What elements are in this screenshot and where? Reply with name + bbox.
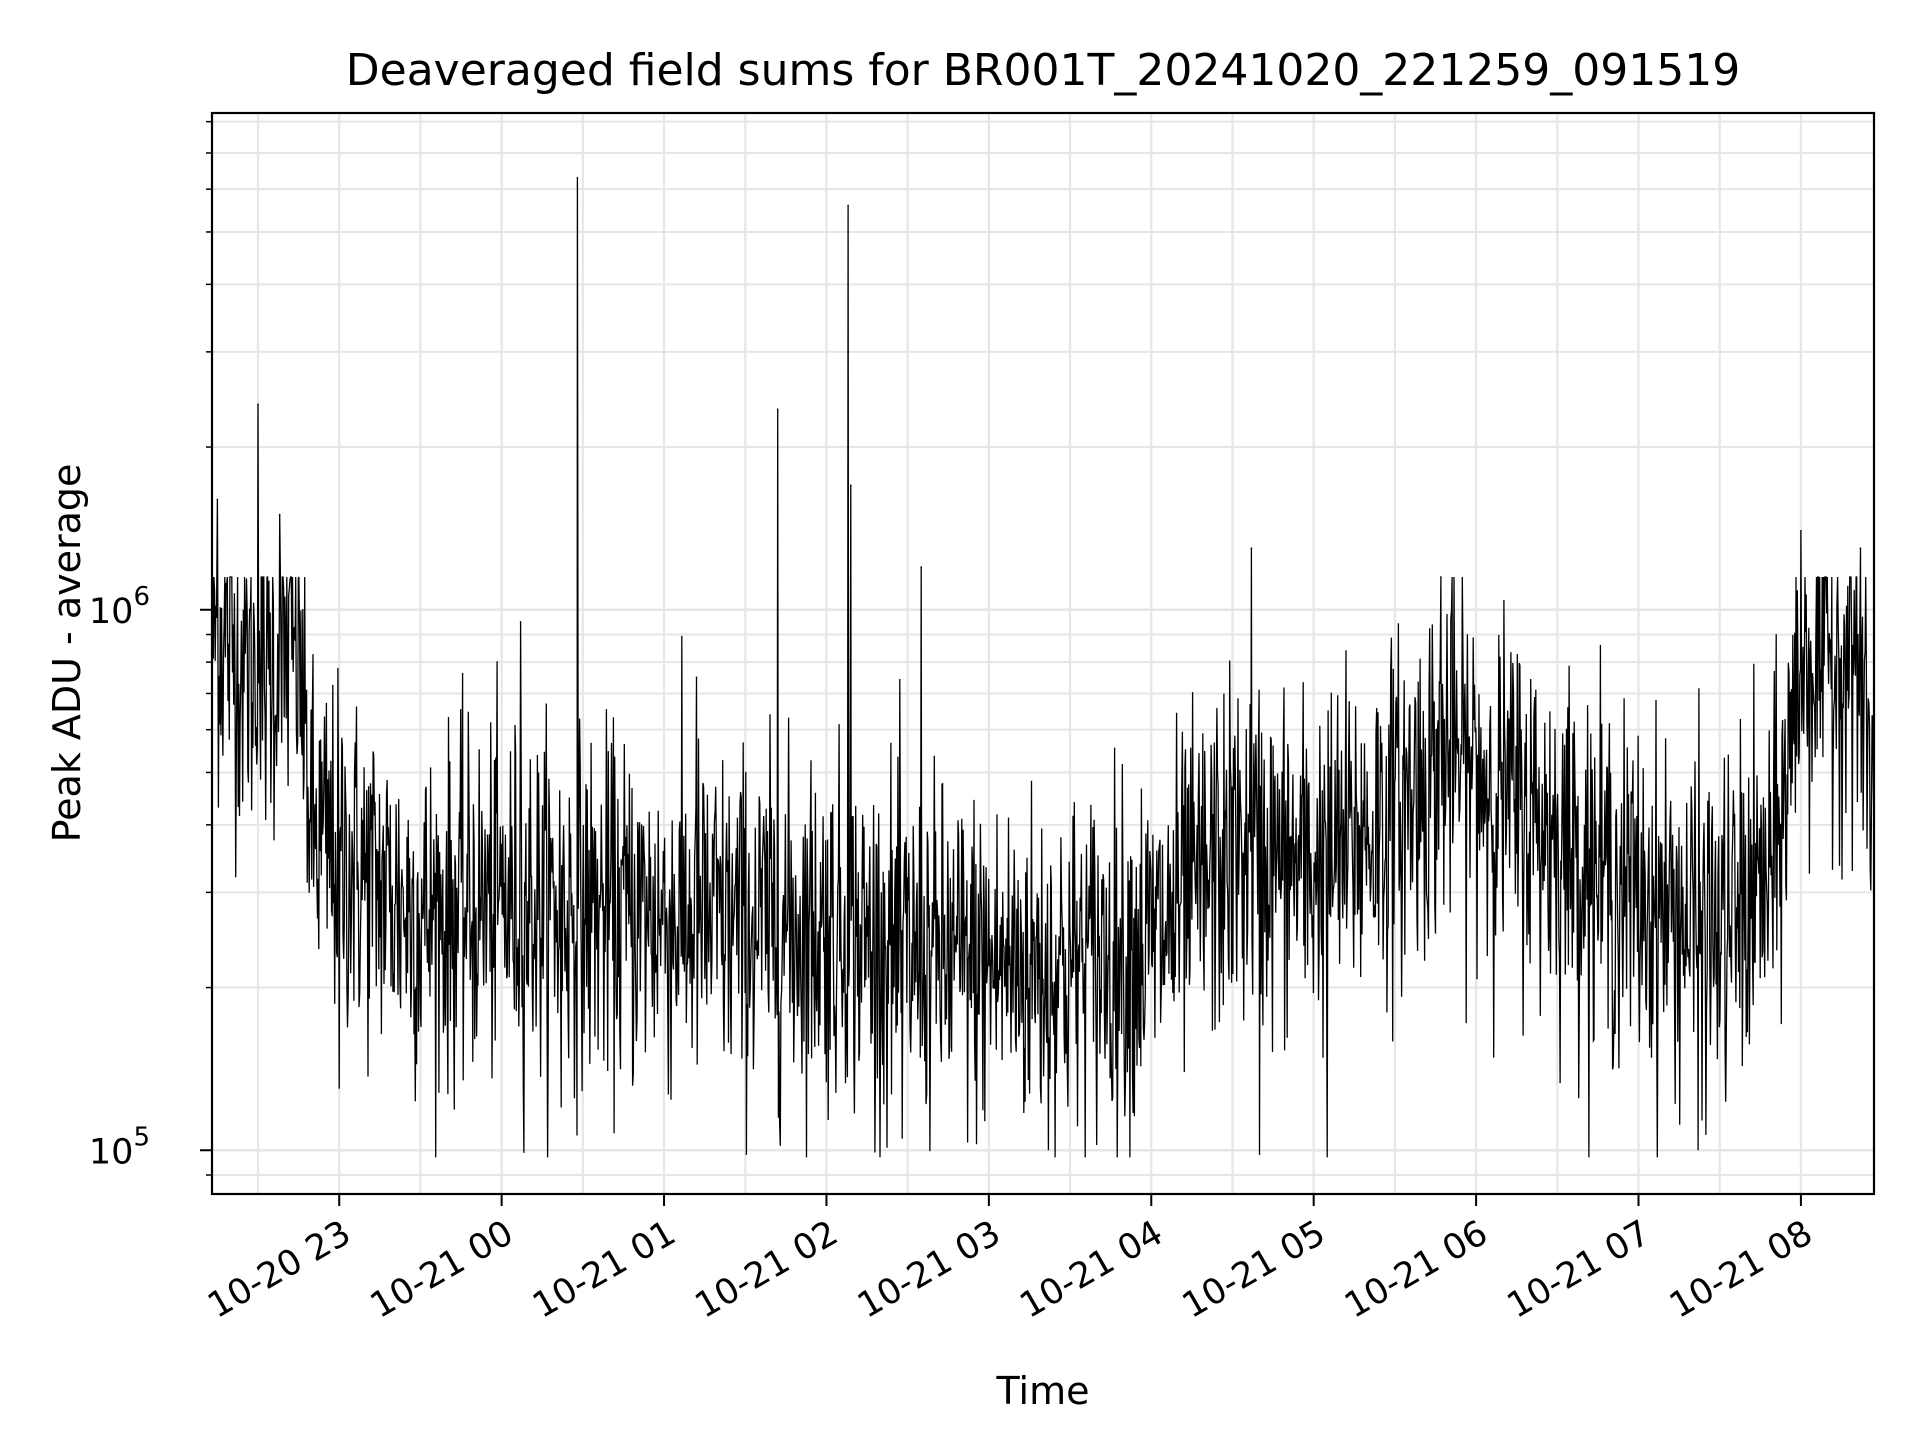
x-axis-label: Time <box>996 1369 1090 1413</box>
spike-point <box>1800 529 1802 532</box>
spike-point <box>920 566 922 568</box>
spike-point <box>216 498 219 501</box>
y-axis-label: Peak ADU - average <box>45 464 89 843</box>
spike-point <box>847 204 849 207</box>
spike-point <box>1440 576 1442 578</box>
spike-point <box>519 621 522 623</box>
spike-point <box>850 484 852 487</box>
spike-point <box>278 513 281 516</box>
data-series <box>211 176 1875 1158</box>
spike-point <box>576 176 579 179</box>
spike-point <box>1250 547 1253 549</box>
spike-point <box>257 403 259 406</box>
spike-point <box>776 408 779 410</box>
plot-frame <box>210 111 1876 1196</box>
chart-title: Deaveraged field sums for BR001T_2024102… <box>346 45 1741 96</box>
spike-point <box>1859 547 1862 549</box>
spike-point <box>695 676 698 679</box>
series-line <box>211 177 1875 1158</box>
